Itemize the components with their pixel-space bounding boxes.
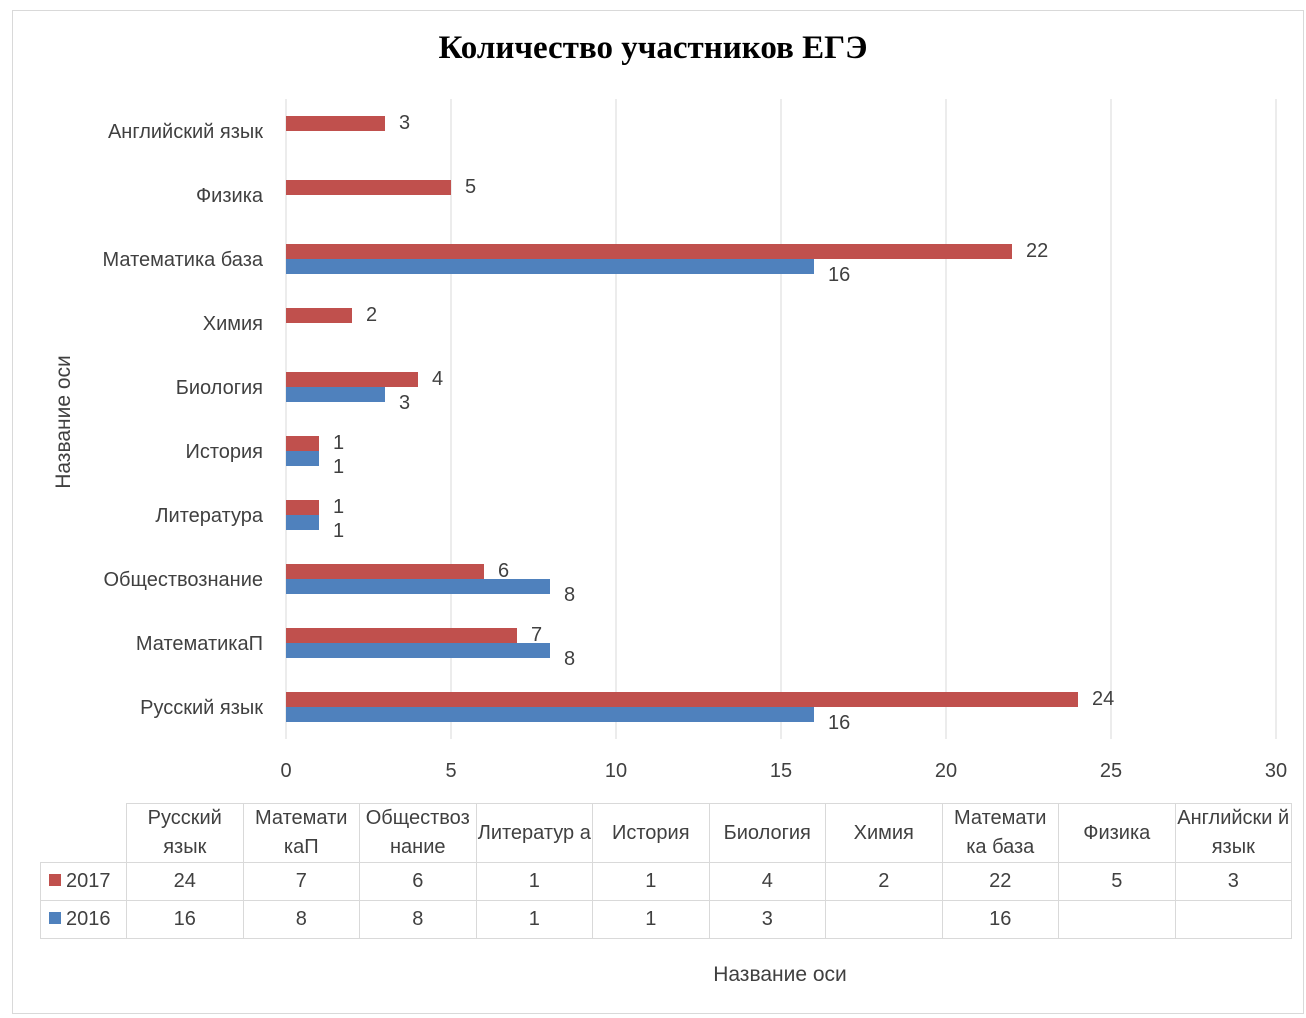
category-label: Физика [196, 185, 264, 207]
x-tick-label: 15 [770, 760, 792, 782]
x-axis-title: Название оси [713, 963, 847, 986]
x-tick-label: 30 [1265, 760, 1287, 782]
table-header-cell: Биология [708, 803, 826, 863]
table-header-cell: Химия [825, 803, 943, 863]
legend-entry-2017: 2017 [40, 862, 127, 901]
category-label: Математика база [103, 249, 264, 271]
table-value-cell: 8 [359, 900, 477, 939]
table-value-cell: 7 [242, 862, 360, 901]
category-label: Химия [203, 313, 263, 335]
table-header-cell: Математи каП [242, 803, 360, 863]
bar-2017 [286, 116, 385, 131]
data-label-2016: 3 [399, 392, 410, 414]
bar-2016 [286, 707, 814, 722]
data-label-2017: 2 [366, 304, 377, 326]
data-label-2017: 1 [333, 496, 344, 518]
bar-2017 [286, 628, 517, 643]
table-value-cell: 24 [126, 862, 244, 901]
table-corner [40, 803, 127, 863]
bar-2016 [286, 643, 550, 658]
table-value-cell: 6 [359, 862, 477, 901]
table-header-cell: Литератур а [475, 803, 593, 863]
data-label-2017: 7 [531, 624, 542, 646]
data-label-2016: 16 [828, 264, 850, 286]
table-value-cell: 1 [475, 862, 593, 901]
table-header-cell: Физика [1058, 803, 1176, 863]
data-label-2016: 1 [333, 456, 344, 478]
data-label-2017: 6 [498, 560, 509, 582]
legend-key-2016 [49, 912, 61, 924]
table-value-cell: 16 [941, 900, 1059, 939]
legend-label: 2016 [66, 908, 111, 930]
category-label: МатематикаП [136, 633, 263, 655]
legend-key-2017 [49, 874, 61, 886]
x-tick-label: 25 [1100, 760, 1122, 782]
table-value-cell: 3 [708, 900, 826, 939]
data-label-2016: 16 [828, 712, 850, 734]
data-label-2017: 24 [1092, 688, 1114, 710]
table-header-cell: Русский язык [126, 803, 244, 863]
category-label: Биология [176, 377, 263, 399]
table-header-row: Русский язык Математи каП Обществоз нание Л… [40, 803, 1292, 863]
data-label-2016: 8 [564, 584, 575, 606]
table-row-2017: 2017 24 7 6 1 1 4 2 22 5 3 [40, 862, 1292, 901]
bar-2016 [286, 579, 550, 594]
table-header-cell: Английски й язык [1174, 803, 1292, 863]
legend-entry-2016: 2016 [40, 900, 127, 939]
bar-2017 [286, 372, 418, 387]
data-label-2016: 8 [564, 648, 575, 670]
category-label: Русский язык [140, 697, 263, 719]
category-label: Обществознание [103, 569, 263, 591]
data-table: Русский язык Математи каП Обществоз нание Л… [40, 803, 1292, 939]
table-value-cell: 1 [592, 900, 710, 939]
x-tick-label: 20 [935, 760, 957, 782]
table-header-cell: Обществоз нание [359, 803, 477, 863]
data-label-2017: 5 [465, 176, 476, 198]
table-value-cell: 5 [1058, 862, 1176, 901]
bar-2017 [286, 180, 451, 195]
table-value-cell [1058, 900, 1176, 939]
bar-2016 [286, 451, 319, 466]
bar-2016 [286, 259, 814, 274]
category-label: Литература [155, 505, 263, 527]
data-label-2017: 22 [1026, 240, 1048, 262]
data-label-2017: 1 [333, 432, 344, 454]
category-label: История [185, 441, 263, 463]
data-label-2017: 3 [399, 112, 410, 134]
bar-2017 [286, 436, 319, 451]
data-label-2016: 1 [333, 520, 344, 542]
table-value-cell: 2 [825, 862, 943, 901]
chart-frame [12, 10, 1304, 1014]
x-tick-label: 5 [445, 760, 456, 782]
bar-2017 [286, 564, 484, 579]
table-header-cell: Математи ка база [941, 803, 1059, 863]
table-value-cell: 8 [242, 900, 360, 939]
table-value-cell: 4 [708, 862, 826, 901]
bar-2016 [286, 515, 319, 530]
table-value-cell: 16 [126, 900, 244, 939]
table-value-cell: 3 [1174, 862, 1292, 901]
table-value-cell [825, 900, 943, 939]
x-tick-label: 0 [280, 760, 291, 782]
x-tick-label: 10 [605, 760, 627, 782]
table-row-2016: 2016 16 8 8 1 1 3 16 [40, 900, 1292, 939]
data-label-2017: 4 [432, 368, 443, 390]
bar-2017 [286, 692, 1078, 707]
table-value-cell: 1 [592, 862, 710, 901]
bar-2017 [286, 308, 352, 323]
bar-2016 [286, 387, 385, 402]
category-label: Английский язык [108, 121, 263, 143]
legend-label: 2017 [66, 870, 111, 892]
table-header-cell: История [592, 803, 710, 863]
table-value-cell: 1 [475, 900, 593, 939]
bar-2017 [286, 244, 1012, 259]
chart-title: Количество участников ЕГЭ [438, 30, 868, 66]
bar-2017 [286, 500, 319, 515]
table-value-cell: 22 [941, 862, 1059, 901]
table-value-cell [1174, 900, 1292, 939]
